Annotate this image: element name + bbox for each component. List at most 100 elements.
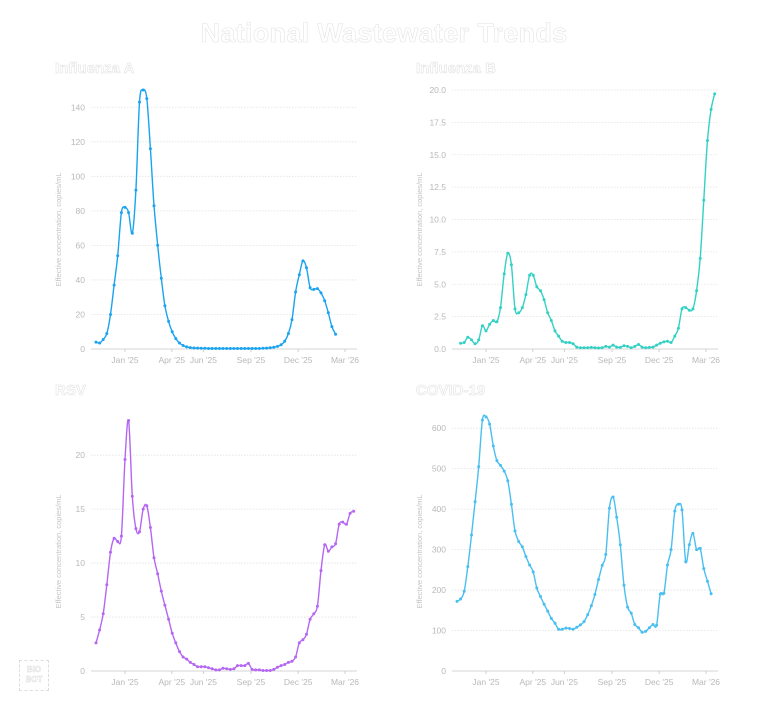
data-point [105,332,109,335]
x-tick-label: Dec '25 [284,677,313,687]
data-point [698,546,702,550]
data-point [330,325,334,329]
x-tick-label: Sep '25 [237,355,266,365]
data-point [513,307,517,311]
data-point [539,595,542,598]
y-tick-label: 17.5 [429,117,446,127]
data-point [658,592,662,596]
page-title: National Wastewater Trends [200,18,568,49]
data-point [127,211,131,215]
data-point [706,579,709,583]
data-point [145,97,149,101]
data-point [319,291,323,295]
data-point [250,347,254,350]
data-point [506,479,510,483]
y-tick-label: 300 [432,545,446,555]
y-axis-label: Effective concentration, copies/mL [54,172,63,286]
data-point [286,660,290,664]
biobot-logo: BIO BOT [19,660,49,691]
data-point [305,266,308,270]
data-point [174,641,178,645]
data-point [214,668,218,672]
data-point [571,627,575,631]
data-point [477,465,481,469]
data-point [116,540,120,543]
data-point [607,506,611,510]
data-point [141,88,145,92]
data-point [597,578,600,581]
data-point [662,591,666,595]
data-point [330,545,334,549]
chart-title: RSV [55,382,86,400]
data-point [517,540,521,543]
data-point [265,346,269,350]
data-point [622,583,626,587]
y-tick-label: 0 [441,666,446,676]
line-chart: 0 5 10 15 20 Jan '25 Apr '25 Jun '25 Sep '25 Dec … [54,419,359,687]
data-point [279,343,283,347]
x-tick-label: Jun '25 [190,355,217,365]
logo-line-1: BIO [26,665,42,674]
data-point [473,342,477,346]
data-point [250,667,254,671]
data-point [156,572,160,576]
data-point [568,627,571,630]
data-point [586,346,590,350]
data-point [673,334,677,338]
x-tick-label: Mar '26 [692,355,720,365]
data-point [163,304,167,308]
data-point [178,341,181,345]
y-tick-label: 0 [80,666,85,676]
data-point [232,667,236,671]
data-point [546,609,550,613]
data-point [312,287,316,291]
data-point [257,668,261,672]
data-point [687,543,691,547]
x-tick-label: Jan '25 [472,355,499,365]
y-tick-label: 0 [80,344,85,354]
data-point [98,341,102,345]
data-point [181,344,185,347]
data-point [272,345,276,349]
data-point [633,344,637,348]
data-point [691,307,695,311]
data-point [488,322,492,326]
y-tick-label: 5.0 [434,279,446,289]
data-point [546,311,550,315]
data-point [188,660,192,664]
data-point [341,520,345,524]
data-point [513,529,517,533]
data-point [134,188,138,192]
data-point [702,198,706,202]
data-point [629,346,633,350]
data-point [112,536,116,540]
data-point [709,107,713,111]
data-point [655,623,659,627]
x-tick-label: Jan '25 [472,677,499,687]
x-tick-label: Sep '25 [598,355,627,365]
data-point [203,346,207,350]
data-point [225,667,229,671]
data-point [279,664,283,668]
data-point [261,669,265,672]
data-point [553,621,557,625]
data-point [535,285,539,289]
data-point [571,342,575,346]
data-point [644,346,648,350]
data-point [290,659,294,663]
data-point [517,311,521,315]
data-point [506,251,510,255]
data-point [348,511,352,515]
data-point [214,347,218,350]
data-point [626,344,630,348]
y-axis-label: Effective concentration, copies/mL [415,494,424,608]
data-point [101,612,105,616]
y-tick-label: 60 [76,240,86,250]
data-point [167,617,171,621]
data-point [141,507,145,511]
data-point [568,341,571,344]
data-point [326,549,330,553]
data-point [524,293,528,297]
data-point [319,569,323,573]
y-tick-label: 15.0 [429,150,446,160]
